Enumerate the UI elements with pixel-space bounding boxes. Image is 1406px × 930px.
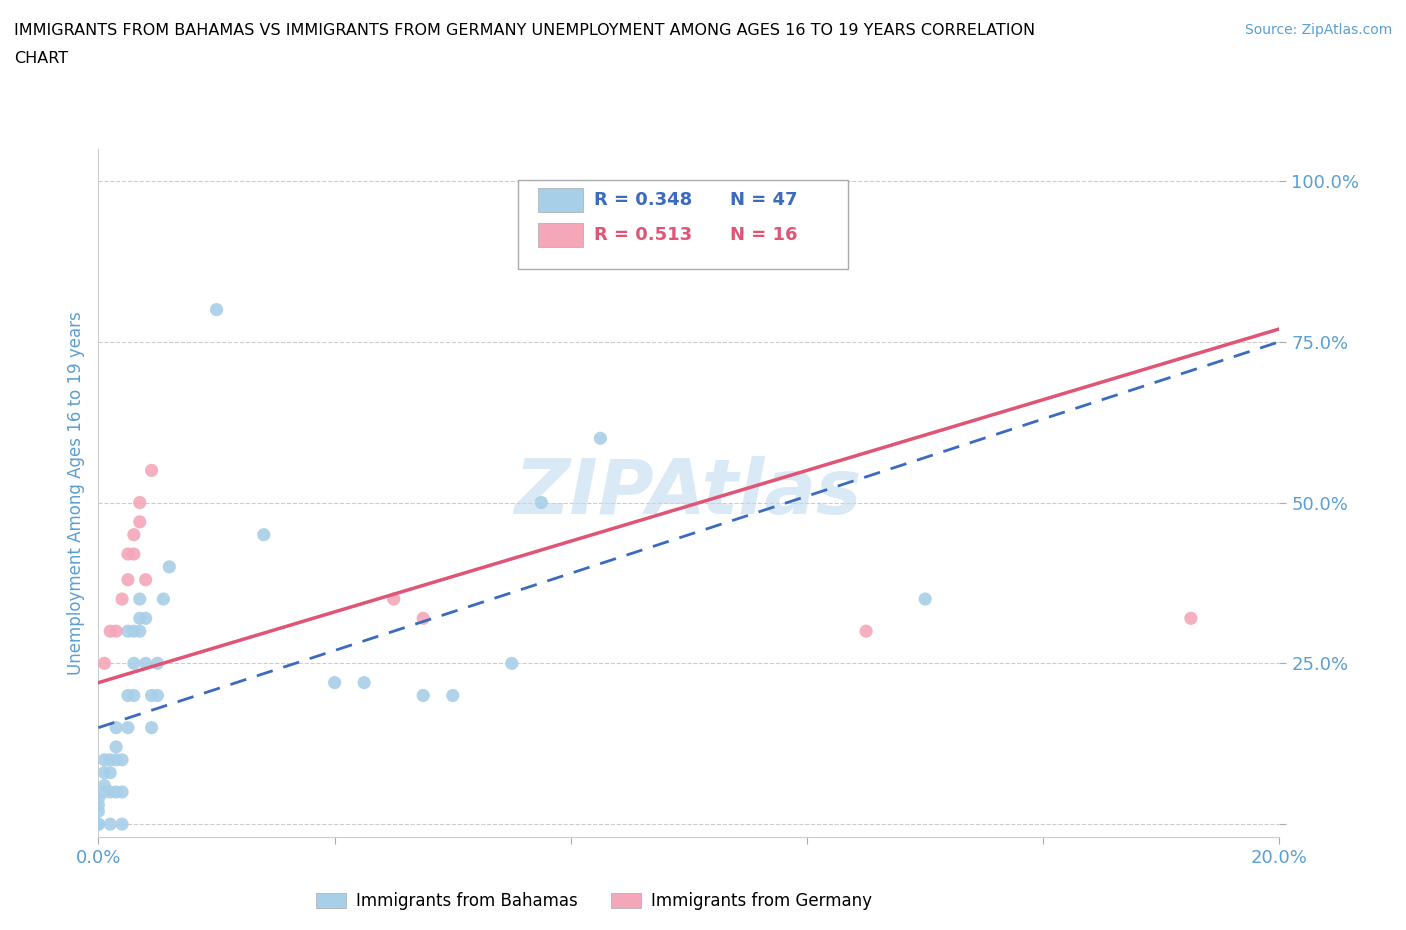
Point [855,624,877,639]
Point [98,817,121,831]
Point [412,611,434,626]
Point [152,591,174,606]
Point [135,572,157,587]
Point [111,785,134,800]
Point [93,765,115,780]
Point [146,656,169,671]
Text: CHART: CHART [14,51,67,66]
Point [105,739,128,754]
Point [135,611,157,626]
Point [105,752,128,767]
Point [111,591,134,606]
Point [382,591,405,606]
Point [111,817,134,831]
Point [157,560,180,575]
Point [128,611,150,626]
Point [111,752,134,767]
Point [141,463,163,478]
Point [117,572,139,587]
Text: ZIPAtlas: ZIPAtlas [515,456,863,530]
Text: N = 47: N = 47 [730,192,797,209]
Text: R = 0.348: R = 0.348 [595,192,693,209]
Bar [537,223,582,246]
Point [87,797,110,812]
Point [122,547,145,562]
Point [122,688,145,703]
Point [98,785,121,800]
Bar [537,189,582,212]
Point [87,791,110,806]
Legend: Immigrants from Bahamas, Immigrants from Germany: Immigrants from Bahamas, Immigrants from… [308,884,880,918]
Point [141,688,163,703]
Point [117,720,139,735]
Point [98,765,121,780]
Point [146,688,169,703]
Point [122,656,145,671]
Text: Source: ZipAtlas.com: Source: ZipAtlas.com [1244,23,1392,37]
Point [128,514,150,529]
Text: IMMIGRANTS FROM BAHAMAS VS IMMIGRANTS FROM GERMANY UNEMPLOYMENT AMONG AGES 16 TO: IMMIGRANTS FROM BAHAMAS VS IMMIGRANTS FR… [14,23,1035,38]
Point [353,675,375,690]
Point [93,656,115,671]
Point [117,624,139,639]
Point [530,495,553,510]
Point [117,547,139,562]
Point [1180,611,1202,626]
Point [128,495,150,510]
Point [98,752,121,767]
Point [323,675,346,690]
Point [589,431,612,445]
Point [87,817,110,831]
Point [105,720,128,735]
Point [128,591,150,606]
Point [105,624,128,639]
Point [205,302,228,317]
Point [441,688,464,703]
Point [122,624,145,639]
FancyBboxPatch shape [517,179,848,270]
Point [501,656,523,671]
Y-axis label: Unemployment Among Ages 16 to 19 years: Unemployment Among Ages 16 to 19 years [66,311,84,675]
Point [93,752,115,767]
Point [93,778,115,793]
Point [105,785,128,800]
Point [412,688,434,703]
Point [87,804,110,818]
Point [141,720,163,735]
Point [98,624,121,639]
Point [253,527,276,542]
Point [93,785,115,800]
Text: N = 16: N = 16 [730,226,797,244]
Point [117,688,139,703]
Point [122,527,145,542]
Point [135,656,157,671]
Point [87,817,110,831]
Point [128,624,150,639]
Text: R = 0.513: R = 0.513 [595,226,693,244]
Point [914,591,936,606]
